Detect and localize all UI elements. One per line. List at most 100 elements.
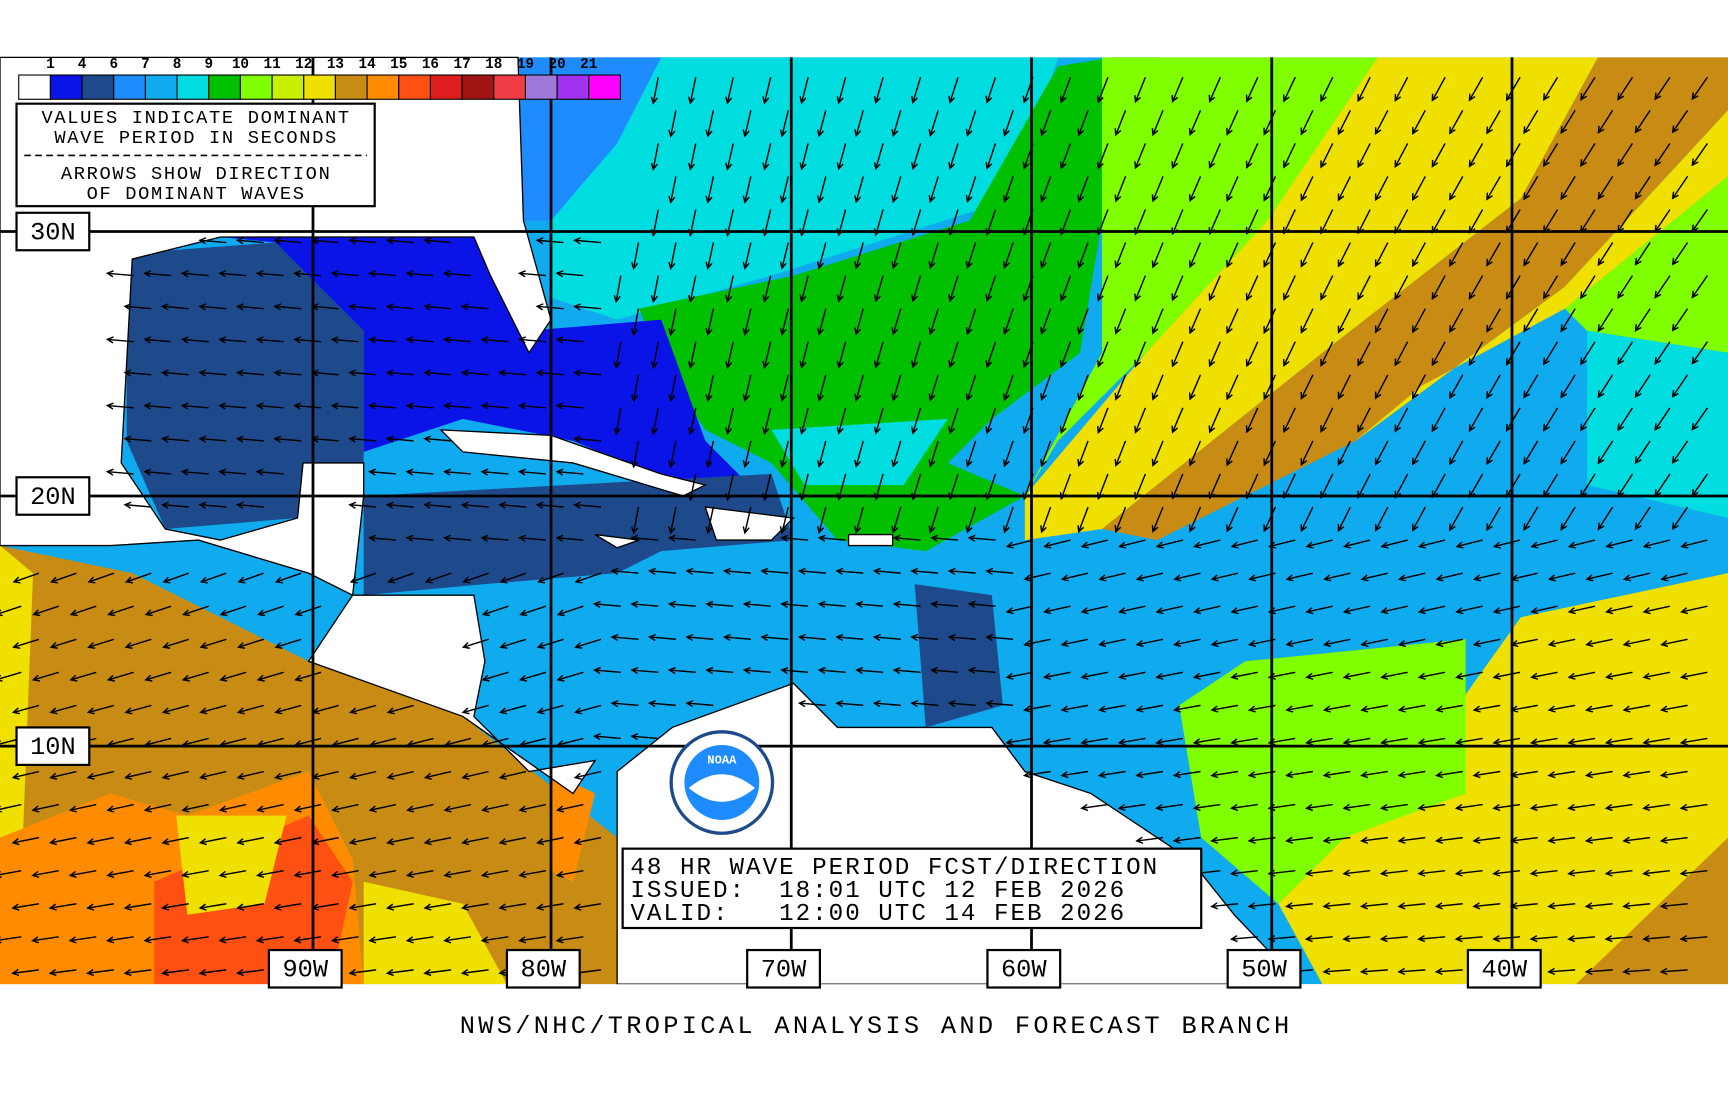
arrow [235, 435, 264, 443]
legend-swatch [524, 74, 558, 100]
arrow [1002, 308, 1014, 336]
arrow [405, 936, 434, 944]
arrow [199, 770, 227, 780]
notes-box: VALUES INDICATE DOMINANT WAVE PERIOD IN … [15, 102, 376, 208]
arrow [687, 209, 697, 237]
arrow [1022, 341, 1034, 369]
arrow [69, 605, 97, 617]
arrow [1617, 275, 1634, 300]
arrow [1060, 704, 1089, 713]
arrow [348, 369, 377, 377]
arrow [235, 237, 264, 245]
arrow [1622, 836, 1651, 844]
arrow [760, 567, 789, 575]
arrow [143, 468, 172, 476]
arrow [891, 308, 902, 336]
arrow [574, 638, 602, 649]
arrow [105, 402, 134, 410]
arrow [1192, 605, 1221, 615]
arrow [1454, 869, 1483, 877]
arrow [873, 341, 884, 369]
arrow [331, 737, 359, 748]
arrow [1320, 76, 1334, 103]
arrow [1434, 967, 1463, 976]
arrow [555, 803, 584, 813]
arrow [799, 77, 809, 105]
arrow [1245, 76, 1259, 103]
arrow [1547, 902, 1576, 910]
arrow [237, 572, 264, 584]
arrow [218, 468, 247, 476]
central-america [307, 594, 597, 795]
arrow [1245, 341, 1259, 368]
arrow [1431, 407, 1446, 433]
arrow [1449, 374, 1464, 400]
arrow [1096, 275, 1109, 302]
arrow [1374, 506, 1389, 532]
arrow [1654, 407, 1671, 432]
arrow [293, 402, 322, 410]
arrow [368, 402, 397, 410]
arrow [480, 336, 509, 344]
arrow [985, 143, 997, 170]
arrow [273, 303, 302, 311]
arrow [631, 374, 640, 403]
arrow [1151, 374, 1164, 401]
arrow [1449, 176, 1464, 201]
arrow [1634, 242, 1651, 266]
arrow [817, 600, 846, 609]
arrow [725, 143, 734, 171]
arrow [1617, 473, 1634, 498]
arrow [123, 501, 152, 509]
arrow [480, 936, 509, 944]
arrow [1654, 341, 1671, 365]
legend-label: 8 [173, 57, 182, 73]
arrow [760, 633, 789, 642]
arrow [1134, 473, 1147, 500]
arrow [1380, 671, 1408, 680]
arrow [498, 369, 527, 377]
arrow [1300, 308, 1314, 334]
arrow [1173, 638, 1201, 648]
arrow [725, 473, 734, 502]
arrow [293, 270, 322, 278]
legend-swatch [81, 74, 115, 100]
arrow [1247, 836, 1276, 844]
arrow [86, 836, 115, 846]
arrow [799, 407, 809, 435]
arrow [1374, 308, 1389, 334]
arrow [162, 638, 190, 649]
arrow [1342, 605, 1371, 615]
arrow [1580, 209, 1596, 234]
arrow [1114, 506, 1127, 534]
arrow [705, 308, 715, 337]
arrow [872, 699, 901, 708]
arrow [386, 836, 414, 846]
arrow [274, 572, 302, 584]
arrow [480, 534, 509, 542]
arrow [816, 308, 827, 336]
arrow [779, 440, 790, 469]
arrow [143, 402, 172, 410]
arrow [1005, 605, 1034, 615]
arrow [610, 633, 639, 642]
note-line: ARROWS SHOW DIRECTION [61, 163, 332, 185]
arrow [255, 936, 284, 944]
region [1179, 639, 1466, 904]
arrow [836, 77, 847, 105]
longitude-labels: 90W 80W 70W 60W 50W 40W [267, 948, 1542, 989]
legend-label: 20 [549, 57, 566, 73]
arrow [1151, 110, 1164, 137]
arrow [1263, 374, 1277, 401]
arrow [461, 770, 489, 780]
arrow [0, 869, 22, 879]
hispaniola [704, 506, 795, 541]
arrow [1320, 275, 1334, 301]
arrow [1022, 770, 1051, 779]
arrow [725, 341, 734, 370]
arrow [499, 704, 527, 715]
lon-box [1226, 948, 1302, 989]
legend-label: 9 [204, 57, 213, 73]
arrow [1263, 242, 1277, 268]
